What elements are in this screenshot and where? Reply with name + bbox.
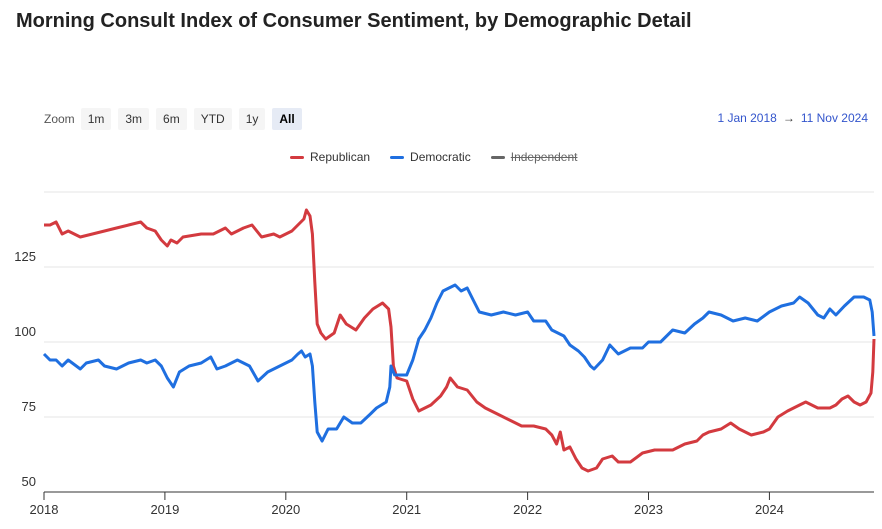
y-tick-label: 50 <box>22 474 36 489</box>
y-tick-label: 100 <box>14 324 36 339</box>
zoom-6m-button[interactable]: 6m <box>156 108 187 130</box>
zoom-3m-button[interactable]: 3m <box>118 108 150 130</box>
x-tick-label: 2019 <box>150 502 179 517</box>
legend-swatch <box>290 155 304 159</box>
range-from[interactable]: 1 Jan 2018 <box>717 111 777 125</box>
x-tick-label: 2021 <box>392 502 421 517</box>
x-tick-label: 2024 <box>755 502 784 517</box>
zoom-all-button[interactable]: All <box>272 108 302 130</box>
series-line-democratic <box>42 283 876 443</box>
range-to[interactable]: 11 Nov 2024 <box>800 111 868 125</box>
x-tick-label: 2018 <box>30 502 59 517</box>
legend-swatch <box>490 155 505 159</box>
legend-label: Republican <box>310 150 371 164</box>
y-tick-label: 75 <box>22 399 36 414</box>
x-tick-label: 2023 <box>634 502 663 517</box>
legend-label: Independent <box>510 150 578 164</box>
series-line-republican <box>44 208 876 473</box>
date-range: 1 Jan 2018 → 11 Nov 2024 <box>717 111 868 125</box>
zoom-label: Zoom <box>44 112 75 126</box>
zoom-controls: Zoom 1m 3m 6m YTD 1y All <box>44 108 309 130</box>
x-tick-label: 2022 <box>513 502 542 517</box>
legend-swatch <box>390 155 405 159</box>
zoom-1m-button[interactable]: 1m <box>80 108 112 130</box>
x-tick-label: 2020 <box>271 502 300 517</box>
legend-label: Democratic <box>410 150 471 164</box>
arrow-right-icon: → <box>782 111 795 125</box>
zoom-ytd-button[interactable]: YTD <box>193 108 232 130</box>
legend-item-democratic[interactable]: Democratic <box>390 150 471 164</box>
zoom-1y-button[interactable]: 1y <box>238 108 266 130</box>
legend-item-republican[interactable]: Republican <box>290 150 370 164</box>
legend: Republican Democratic Independent <box>290 150 597 164</box>
legend-item-independent[interactable]: Independent <box>490 150 578 164</box>
y-tick-label: 125 <box>14 249 36 264</box>
chart-title: Morning Consult Index of Consumer Sentim… <box>16 10 692 32</box>
